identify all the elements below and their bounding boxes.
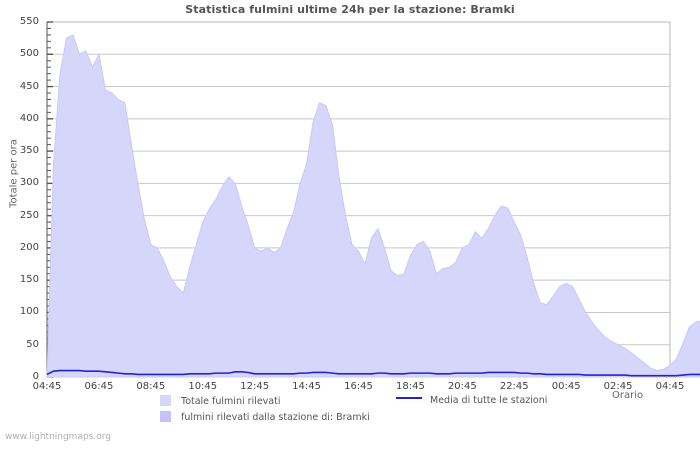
x-tick-label: 04:45 [655,381,685,392]
y-tick-label: 400 [19,112,39,124]
y-tick-label: 300 [19,177,39,189]
y-tick-label: 0 [32,371,39,382]
average-line [46,369,700,377]
y-tick-label: 50 [26,338,39,350]
x-tick-label: 12:45 [240,381,270,392]
y-tick-label: 100 [19,306,39,318]
legend-label-total: Totale fulmini rilevati [181,396,281,407]
y-tick-label: 550 [19,16,39,27]
legend-item-total: Totale fulmini rilevati [160,395,280,407]
total-lightning-area [46,34,700,378]
legend-item-station: fulmini rilevati dalla stazione di: Bram… [160,411,370,423]
y-tick-label: 150 [19,274,39,286]
y-tick-label: 350 [19,145,39,157]
legend-label-station: fulmini rilevati dalla stazione di: Bram… [181,412,370,423]
x-tick-label: 08:45 [136,381,166,392]
y-tick-label: 450 [19,80,39,92]
x-tick-label: 16:45 [344,381,373,392]
x-tick-label: 10:45 [188,381,218,392]
y-axis-label: Totale per ora [8,139,20,208]
y-tick-label: 500 [19,48,39,60]
x-tick-label: 22:45 [499,381,529,392]
x-tick-label: 04:45 [32,381,62,392]
x-tick-label: 20:45 [447,381,477,392]
legend-swatch-station [160,411,171,422]
legend-item-average: Media di tutte le stazioni [396,395,547,406]
x-tick-label: 06:45 [84,381,114,392]
watermark: www.lightningmaps.org [5,432,111,442]
x-axis-label: Orario [612,390,644,401]
page-title: Statistica fulmini ultime 24h per la sta… [185,3,515,16]
x-tick-label: 02:45 [603,381,633,392]
legend-line-average [396,397,422,399]
legend-swatch-total [160,395,171,406]
x-tick-label: 14:45 [292,381,321,392]
y-tick-label: 200 [19,241,39,253]
x-tick-label: 18:45 [395,381,425,392]
x-tick-label: 00:45 [551,381,581,392]
legend-label-average: Media di tutte le stazioni [430,395,548,406]
y-tick-label: 250 [19,209,39,221]
chart-legend: Totale fulmini rilevati fulmini rilevati… [0,393,700,427]
